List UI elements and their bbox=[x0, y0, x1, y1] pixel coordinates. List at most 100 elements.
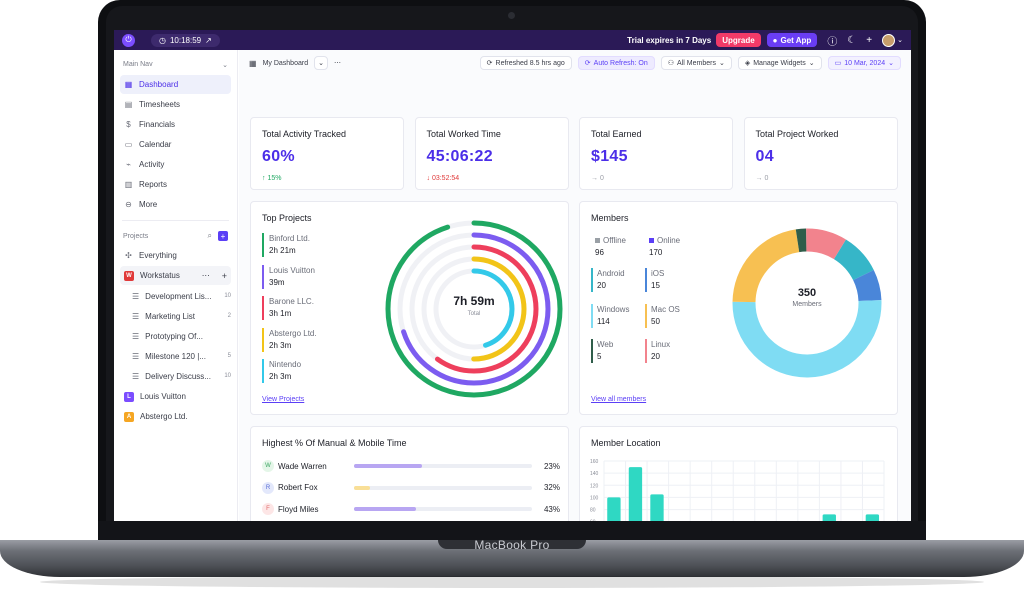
donut-segment[interactable] bbox=[732, 300, 882, 378]
members-total-label: Members bbox=[792, 301, 822, 308]
sidebar-item-timesheets[interactable]: ▤ Timesheets bbox=[120, 95, 231, 114]
financials-icon: $ bbox=[126, 120, 131, 129]
project-ring[interactable] bbox=[385, 220, 563, 398]
date-picker[interactable]: ▭ 10 Mar, 2024 ⌄ bbox=[827, 56, 901, 70]
manage-widgets-button[interactable]: ◈ Manage Widgets ⌄ bbox=[737, 56, 822, 70]
more-options-icon[interactable]: ⋯ bbox=[201, 271, 210, 280]
member-stat: Mac OS 50 bbox=[645, 303, 680, 328]
stat-delta-value: 03:52:54 bbox=[431, 175, 460, 182]
location-bar[interactable] bbox=[650, 494, 664, 522]
donut-segment[interactable] bbox=[805, 228, 846, 260]
view-projects-link[interactable]: View Projects bbox=[262, 396, 305, 403]
stat-card: Total Earned $145 → 0 bbox=[579, 117, 733, 190]
stat-title: Total Activity Tracked bbox=[262, 129, 347, 139]
member-percent: 32% bbox=[543, 483, 560, 492]
stat-value: 04 bbox=[755, 148, 774, 165]
avatar: F bbox=[262, 503, 274, 515]
location-bar[interactable] bbox=[822, 514, 836, 522]
add-project-button[interactable]: + bbox=[218, 231, 228, 241]
add-icon[interactable]: + bbox=[221, 270, 227, 281]
location-bar[interactable] bbox=[865, 514, 880, 522]
timer-value: 10:18:59 bbox=[169, 35, 202, 45]
timer-logo-icon[interactable]: ⏻ bbox=[122, 33, 135, 47]
sidebar-item-activity[interactable]: ⌁ Activity bbox=[120, 155, 231, 174]
project-ring[interactable] bbox=[397, 232, 551, 386]
timesheet-icon: ▤ bbox=[124, 100, 133, 109]
chevron-down-icon[interactable]: ⌄ bbox=[314, 56, 328, 70]
status-dot-icon bbox=[595, 238, 600, 243]
sidebar-item-reports[interactable]: ▥ Reports bbox=[120, 175, 231, 194]
arrow-flat-icon: → bbox=[591, 175, 600, 182]
get-app-button[interactable]: ● Get App bbox=[766, 33, 818, 47]
sidebar-sub-item[interactable]: ☰ Marketing List 2 bbox=[132, 306, 231, 326]
project-item[interactable]: Binford Ltd. 2h 21m bbox=[262, 233, 332, 257]
dashboard-selector[interactable]: My Dashboard bbox=[262, 59, 309, 67]
upgrade-button[interactable]: Upgrade bbox=[716, 33, 761, 47]
member-time-row[interactable]: R Robert Fox 32% bbox=[262, 481, 560, 495]
member-stat-label: Offline bbox=[603, 236, 626, 245]
sidebar-item-everything[interactable]: ✣ Everything bbox=[120, 246, 231, 265]
chevron-down-icon: ⌄ bbox=[718, 60, 725, 67]
model-label: MacBook Pro bbox=[474, 538, 550, 552]
auto-refresh-label: Auto Refresh: On bbox=[593, 59, 648, 67]
member-name: Robert Fox bbox=[278, 483, 318, 492]
everything-label: Everything bbox=[139, 251, 177, 260]
sidebar-item-workspace[interactable]: A Abstergo Ltd. bbox=[120, 407, 231, 426]
main-nav-label: Main Nav bbox=[123, 61, 153, 68]
sidebar-sub-item[interactable]: ☰ Development Lis... 10 bbox=[132, 286, 231, 306]
donut-segment[interactable] bbox=[795, 228, 807, 253]
donut-segment[interactable] bbox=[833, 239, 874, 281]
project-item[interactable]: Louis Vuitton 39m bbox=[262, 264, 332, 289]
chevron-down-icon: ⌄ bbox=[808, 60, 815, 67]
auto-refresh-toggle[interactable]: ⟳ Auto Refresh: On bbox=[577, 56, 655, 70]
search-icon[interactable]: ⌕ bbox=[207, 231, 212, 240]
help-icon[interactable]: ⓘ bbox=[827, 36, 838, 48]
stat-delta: ↓ 03:52:54 bbox=[427, 175, 460, 182]
project-ring[interactable] bbox=[421, 256, 527, 362]
sidebar-item-financials[interactable]: $ Financials bbox=[120, 115, 231, 134]
sidebar-item-dashboard[interactable]: ▦ Dashboard bbox=[120, 75, 231, 94]
project-item[interactable]: Barone LLC. 3h 1m bbox=[262, 296, 332, 320]
member-stat: Offline 96 bbox=[591, 235, 626, 259]
list-icon: ☰ bbox=[132, 311, 140, 321]
project-item[interactable]: Abstergo Ltd. 2h 3m bbox=[262, 327, 332, 352]
view-all-members-link[interactable]: View all members bbox=[591, 396, 647, 403]
sidebar-item-label: Financials bbox=[139, 120, 176, 129]
chevron-down-icon[interactable]: ⌄ bbox=[897, 37, 903, 44]
donut-segment[interactable] bbox=[732, 229, 800, 303]
base-notch bbox=[438, 540, 586, 549]
refresh-status[interactable]: ⟳ Refreshed 8.5 hrs ago bbox=[479, 56, 572, 70]
sidebar-item-more[interactable]: ⊖ More bbox=[120, 195, 231, 214]
dark-mode-icon[interactable]: ☾ bbox=[847, 34, 857, 46]
list-icon: ☰ bbox=[132, 371, 140, 381]
sidebar-item-workstatus[interactable]: W Workstatus ⋯ + bbox=[120, 266, 231, 285]
stat-delta-value: 0 bbox=[599, 175, 604, 182]
workspace-badge: A bbox=[124, 411, 134, 422]
get-app-label: Get App bbox=[780, 35, 812, 45]
add-icon[interactable]: + bbox=[866, 34, 873, 46]
sidebar-sub-item[interactable]: ☰ Milestone 120 |... 5 bbox=[132, 346, 231, 366]
member-stat-value: 20 bbox=[651, 352, 660, 361]
manage-widgets-label: Manage Widgets bbox=[753, 59, 806, 67]
project-item[interactable]: Nintendo 2h 3m bbox=[262, 359, 332, 383]
sub-item-label: Development Lis... bbox=[145, 291, 212, 301]
member-time-row[interactable]: W Wade Warren 23% bbox=[262, 459, 560, 473]
sidebar-item-calendar[interactable]: ▭ Calendar bbox=[120, 135, 231, 154]
timer-pill[interactable]: ◷ 10:18:59 ↗ bbox=[151, 33, 220, 47]
sidebar-item-workspace[interactable]: L Louis Vuitton bbox=[120, 387, 231, 406]
more-options-icon[interactable]: ⋯ bbox=[333, 60, 341, 67]
user-avatar[interactable] bbox=[882, 33, 896, 47]
main-nav-header[interactable]: Main Nav ⌄ bbox=[114, 50, 237, 74]
trial-notice: Trial expires in 7 Days bbox=[627, 35, 712, 45]
donut-segment[interactable] bbox=[852, 269, 882, 302]
sidebar-sub-item[interactable]: ☰ Prototyping Of... bbox=[132, 326, 231, 346]
sidebar-sub-item[interactable]: ☰ Delivery Discuss... 10 bbox=[132, 366, 231, 386]
location-bar[interactable] bbox=[607, 497, 621, 522]
member-stat-value: 5 bbox=[597, 352, 602, 361]
download-icon: ● bbox=[772, 35, 778, 45]
project-ring[interactable] bbox=[433, 268, 515, 350]
member-time-row[interactable]: F Floyd Miles 43% bbox=[262, 502, 560, 516]
location-bar[interactable] bbox=[628, 467, 643, 522]
project-ring[interactable] bbox=[409, 244, 539, 374]
members-filter[interactable]: ⚇ All Members ⌄ bbox=[660, 56, 732, 70]
